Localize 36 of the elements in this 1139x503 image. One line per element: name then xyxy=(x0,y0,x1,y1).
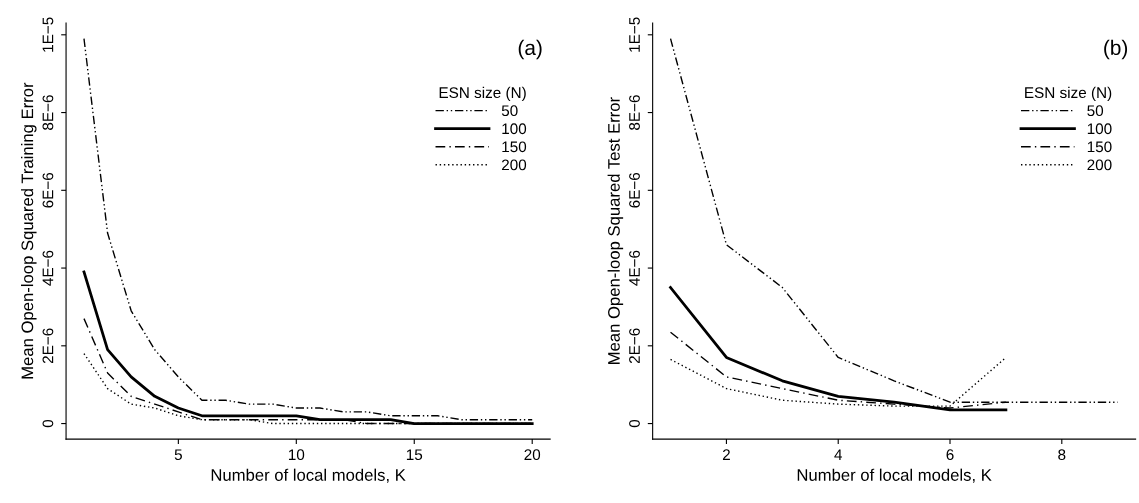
legend-label: 100 xyxy=(502,123,527,135)
legend-label: 50 xyxy=(501,105,518,117)
y-tick-label: 4E−6 xyxy=(629,250,640,286)
legend-title: ESN size (N) xyxy=(1025,86,1112,102)
y-tick-label: 0 xyxy=(629,419,640,428)
legend-title: ESN size (N) xyxy=(439,86,526,102)
y-tick-label: 6E−6 xyxy=(42,172,54,208)
legend-label: 150 xyxy=(502,141,527,153)
x-tick-label: 15 xyxy=(406,449,423,461)
x-tick-label: 2 xyxy=(722,449,730,460)
legend-label: 100 xyxy=(1087,123,1112,135)
x-tick-label: 20 xyxy=(524,449,541,461)
y-tick-label: 2E−6 xyxy=(42,328,54,364)
annotation: (b) xyxy=(1104,39,1128,60)
y-tick-label: 4E−6 xyxy=(42,250,54,286)
y-axis-title: Mean Open-loop Squared Test Error xyxy=(607,97,624,364)
x-tick-label: 6 xyxy=(946,449,954,461)
y-tick-label: 8E−6 xyxy=(42,95,54,130)
legend-label: 50 xyxy=(1087,105,1104,117)
y-tick-label: 2E−6 xyxy=(629,328,640,364)
x-tick-label: 4 xyxy=(834,449,843,460)
legend-label: 200 xyxy=(1087,159,1112,171)
legend-label: 200 xyxy=(501,159,527,171)
y-tick-label: 6E−6 xyxy=(629,172,640,208)
y-tick-label: 0 xyxy=(42,419,54,428)
x-axis-title: Number of local models, K xyxy=(211,468,406,483)
annotation: (a) xyxy=(518,39,542,60)
x-tick-label: 8 xyxy=(1058,449,1066,461)
legend-label: 150 xyxy=(1087,141,1112,153)
y-axis-title: Mean Open-loop Squared Training Error xyxy=(21,82,37,379)
x-axis-title: Number of local models, K xyxy=(797,468,992,483)
y-tick-label: 1E−5 xyxy=(42,17,54,52)
x-tick-label: 5 xyxy=(174,449,182,461)
y-tick-label: 1E−5 xyxy=(629,17,640,52)
x-tick-label: 10 xyxy=(288,449,305,461)
y-tick-label: 8E−6 xyxy=(629,95,640,130)
